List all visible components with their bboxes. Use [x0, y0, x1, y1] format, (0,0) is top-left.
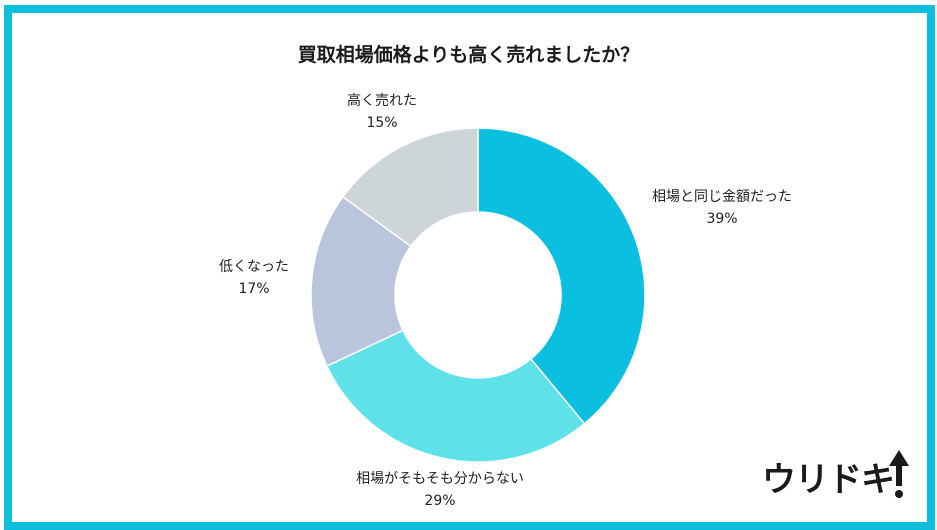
slice-label-0: 相場と同じ金額だった 39%	[652, 186, 792, 230]
up-arrow-exclamation-icon	[889, 450, 909, 498]
slice-label-text: 高く売れた	[347, 93, 417, 109]
logo: ウリドキ	[762, 460, 895, 500]
slice-label-value: 29%	[424, 493, 456, 509]
donut-slice-0	[477, 127, 646, 425]
chart-title: 買取相場価格よりも高く売れましたか？	[297, 44, 640, 66]
slice-label-value: 15%	[366, 115, 398, 131]
slice-label-3: 高く売れた 15%	[347, 90, 417, 134]
slice-label-2: 低くなった 17%	[219, 256, 289, 300]
slice-label-text: 相場と同じ金額だった	[652, 189, 792, 205]
slice-label-value: 17%	[238, 281, 270, 297]
slice-label-text: 相場がそもそも分からない	[356, 471, 524, 487]
slice-label-text: 低くなった	[219, 259, 289, 275]
donut-slice-3	[341, 127, 479, 248]
slice-label-value: 39%	[706, 211, 738, 227]
slice-label-1: 相場がそもそも分からない 29%	[356, 468, 524, 512]
donut-slice-1	[325, 329, 586, 463]
donut-slice-2	[310, 195, 412, 368]
